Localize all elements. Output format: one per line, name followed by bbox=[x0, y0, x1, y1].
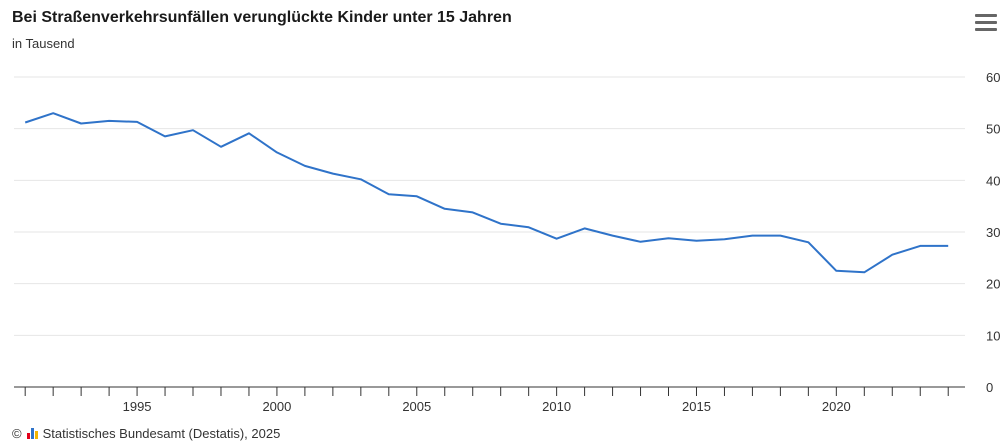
copyright-symbol: © bbox=[12, 426, 22, 441]
x-tick-label: 2010 bbox=[542, 399, 571, 414]
data-point[interactable] bbox=[805, 239, 811, 245]
y-tick-label: 10 bbox=[986, 328, 1000, 343]
chart-subtitle: in Tausend bbox=[12, 36, 75, 51]
data-point[interactable] bbox=[526, 224, 532, 230]
x-tick-label: 2020 bbox=[822, 399, 851, 414]
data-point[interactable] bbox=[134, 119, 140, 125]
data-point[interactable] bbox=[777, 233, 783, 239]
data-point[interactable] bbox=[414, 193, 420, 199]
y-tick-label: 20 bbox=[986, 277, 1000, 292]
chart-title: Bei Straßenverkehrsunfällen verunglückte… bbox=[12, 9, 512, 26]
data-point[interactable] bbox=[666, 235, 672, 241]
data-point[interactable] bbox=[861, 269, 867, 275]
x-tick-label: 2015 bbox=[682, 399, 711, 414]
data-point[interactable] bbox=[358, 176, 364, 182]
series-line-0[interactable] bbox=[24, 112, 949, 274]
data-point[interactable] bbox=[50, 110, 56, 116]
x-tick-label: 2005 bbox=[402, 399, 431, 414]
data-point[interactable] bbox=[386, 191, 392, 197]
data-point[interactable] bbox=[945, 243, 951, 249]
destatis-logo-icon bbox=[26, 428, 38, 439]
data-point[interactable] bbox=[330, 171, 336, 177]
data-point[interactable] bbox=[442, 206, 448, 212]
data-point[interactable] bbox=[302, 163, 308, 169]
x-tick-label: 1995 bbox=[123, 399, 152, 414]
data-point[interactable] bbox=[106, 118, 112, 124]
data-point[interactable] bbox=[274, 149, 280, 155]
data-point[interactable] bbox=[917, 243, 923, 249]
data-point[interactable] bbox=[22, 119, 28, 125]
y-tick-label: 0 bbox=[986, 380, 993, 395]
data-point[interactable] bbox=[749, 233, 755, 239]
hamburger-menu-icon[interactable] bbox=[975, 14, 997, 34]
data-point[interactable] bbox=[470, 209, 476, 215]
y-axis-ticks: 0 10 20 30 40 50 60 bbox=[986, 70, 1000, 395]
data-point[interactable] bbox=[162, 133, 168, 139]
source-footer: © Statistisches Bundesamt (Destatis), 20… bbox=[12, 426, 280, 441]
data-point[interactable] bbox=[498, 221, 504, 227]
data-point[interactable] bbox=[190, 127, 196, 133]
series-group bbox=[22, 110, 951, 275]
x-tick-label: 2000 bbox=[262, 399, 291, 414]
data-point[interactable] bbox=[638, 239, 644, 245]
data-point[interactable] bbox=[554, 236, 560, 242]
y-tick-label: 30 bbox=[986, 225, 1000, 240]
data-point[interactable] bbox=[721, 236, 727, 242]
data-point[interactable] bbox=[582, 225, 588, 231]
data-point[interactable] bbox=[610, 233, 616, 239]
data-point[interactable] bbox=[78, 121, 84, 127]
data-point[interactable] bbox=[246, 130, 252, 136]
y-tick-label: 40 bbox=[986, 173, 1000, 188]
y-tick-label: 60 bbox=[986, 70, 1000, 85]
data-point[interactable] bbox=[693, 238, 699, 244]
grid-lines bbox=[14, 76, 965, 336]
source-text: Statistisches Bundesamt (Destatis), 2025 bbox=[42, 426, 281, 441]
data-point[interactable] bbox=[218, 144, 224, 150]
data-point[interactable] bbox=[889, 252, 895, 258]
data-point[interactable] bbox=[833, 268, 839, 274]
y-tick-label: 50 bbox=[986, 122, 1000, 137]
x-axis: 1995 2000 2005 2010 2015 2020 bbox=[14, 386, 965, 414]
